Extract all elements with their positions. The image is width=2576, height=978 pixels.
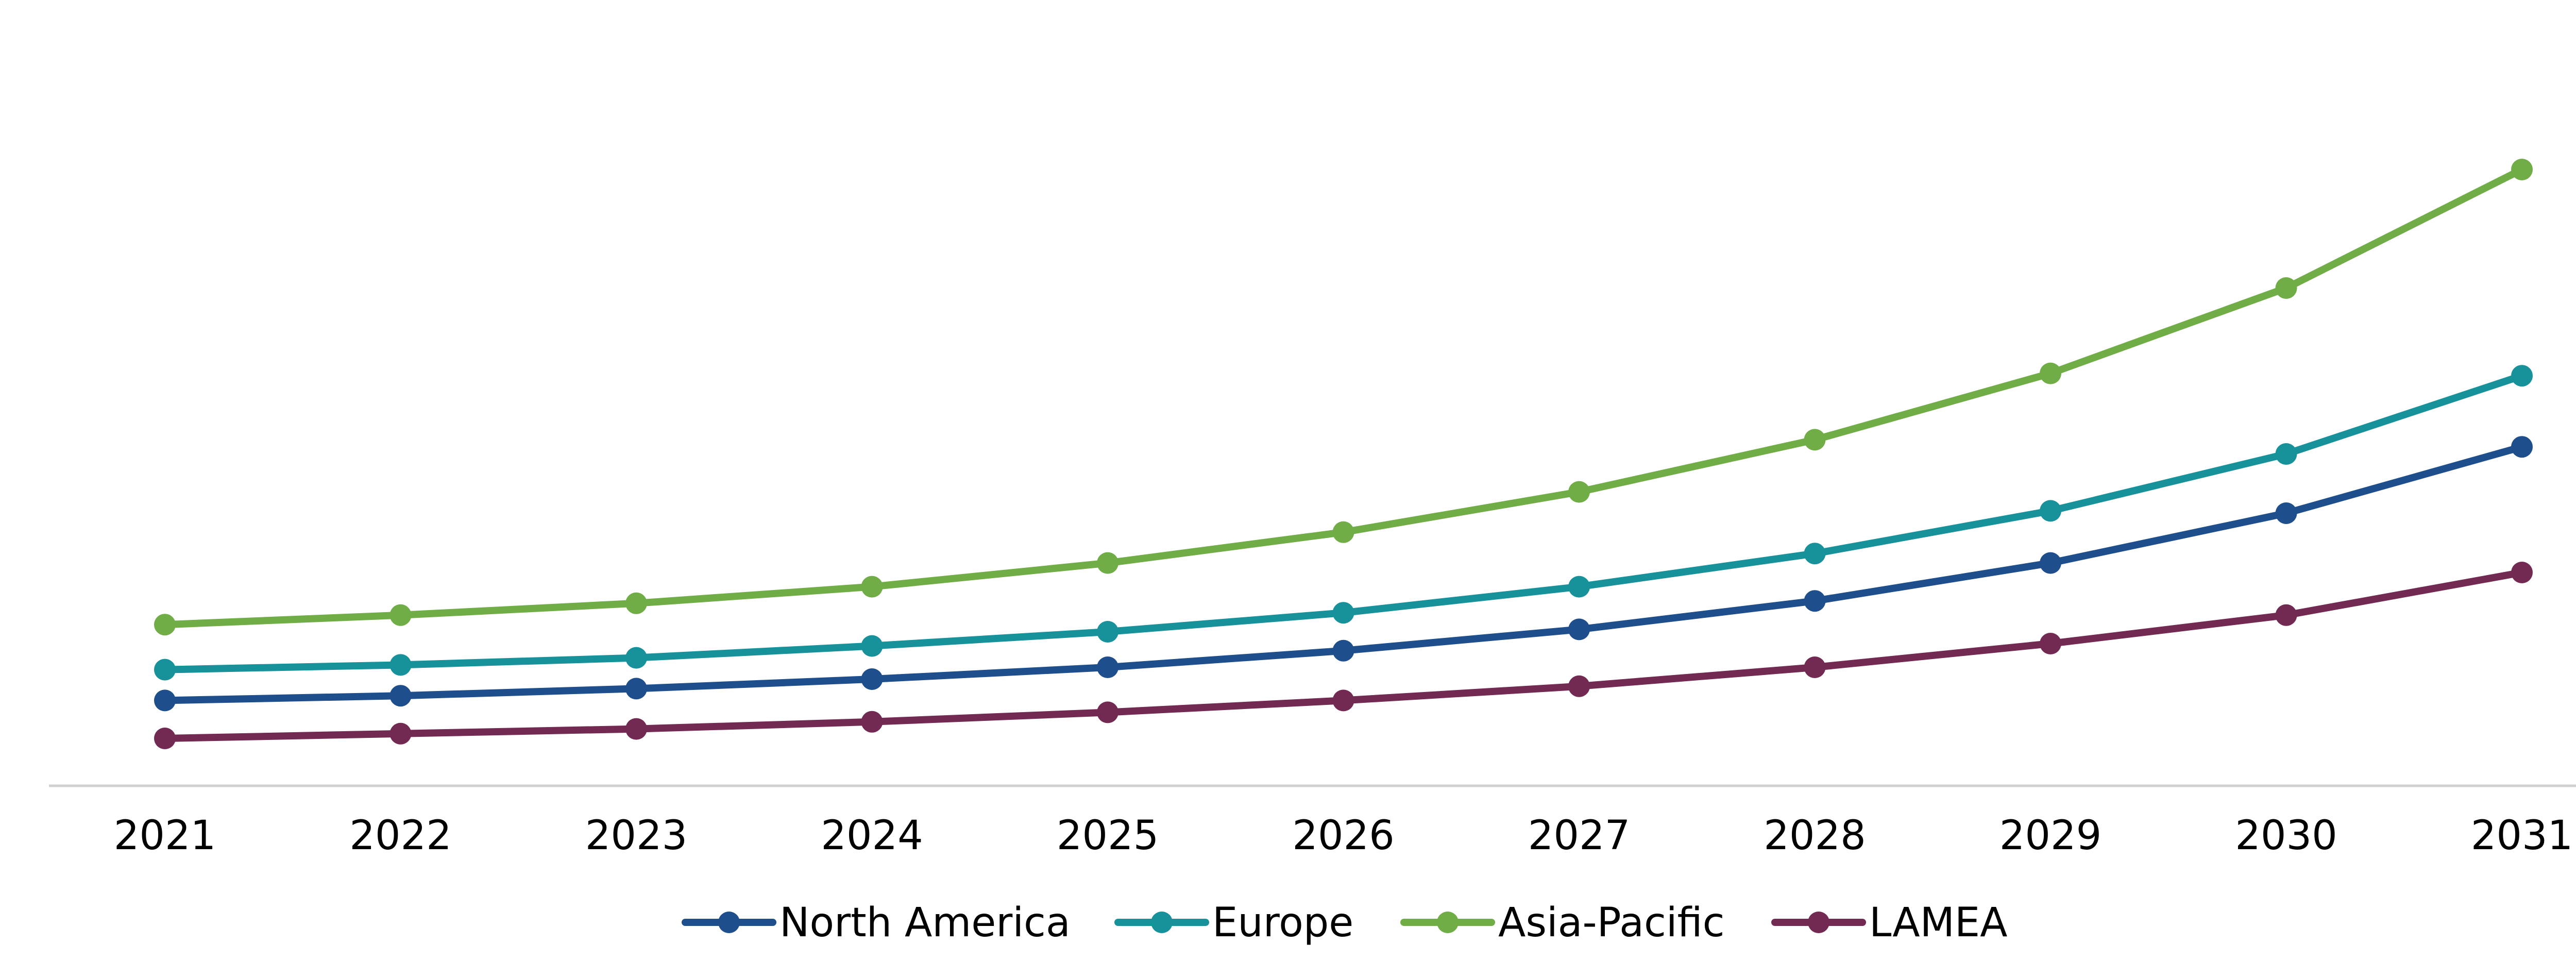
series-north-america xyxy=(154,436,2533,712)
data-point xyxy=(2511,436,2533,458)
x-tick-label: 2030 xyxy=(2235,813,2337,859)
series-layer xyxy=(154,159,2533,749)
data-point xyxy=(861,711,883,733)
data-point xyxy=(1568,481,1590,503)
legend-item-asia-pacific: Asia-Pacific xyxy=(1400,900,1725,946)
data-point xyxy=(389,604,412,626)
x-tick-label: 2026 xyxy=(1292,813,1395,859)
data-point xyxy=(1568,618,1590,640)
data-point xyxy=(2275,277,2297,299)
x-tick-label: 2031 xyxy=(2471,813,2573,859)
data-point xyxy=(625,647,647,669)
data-point xyxy=(1804,543,1826,565)
data-point xyxy=(625,718,647,740)
data-point xyxy=(1332,639,1354,662)
series-lamea xyxy=(154,562,2533,749)
data-point xyxy=(861,576,883,598)
x-tick-label: 2024 xyxy=(821,813,923,859)
data-point xyxy=(2275,604,2297,626)
data-point xyxy=(1097,701,1118,723)
legend-label: Asia-Pacific xyxy=(1498,900,1725,946)
data-point xyxy=(1804,590,1826,612)
data-point xyxy=(2275,502,2297,524)
x-tick-label: 2021 xyxy=(114,813,216,859)
data-point xyxy=(2040,633,2061,654)
data-point xyxy=(154,728,176,749)
x-tick-label: 2028 xyxy=(1764,813,1866,859)
data-point xyxy=(2040,552,2061,574)
data-point xyxy=(154,614,176,636)
legend-swatch-marker xyxy=(1808,912,1829,933)
legend-swatch-marker xyxy=(1437,912,1459,933)
data-point xyxy=(1804,656,1826,678)
x-tick-label: 2023 xyxy=(585,813,688,859)
data-point xyxy=(389,654,412,676)
data-point xyxy=(625,592,647,614)
x-tick-labels: 2021 2022 2023 2024 2025 2026 2027 2028 2029 2030… xyxy=(114,813,2573,859)
data-point xyxy=(2511,562,2533,583)
legend-label: North America xyxy=(779,900,1071,946)
legend-label: Europe xyxy=(1212,900,1353,946)
legend-item-north-america: North America xyxy=(682,900,1071,946)
legend-label: LAMEA xyxy=(1869,900,2008,946)
series-europe xyxy=(154,365,2533,681)
data-point xyxy=(2040,362,2061,384)
data-point xyxy=(625,678,647,700)
x-tick-label: 2022 xyxy=(349,813,452,859)
data-point xyxy=(389,685,412,707)
data-point xyxy=(2040,500,2061,522)
data-point xyxy=(1568,675,1590,697)
legend-item-europe: Europe xyxy=(1114,900,1353,946)
data-point xyxy=(1097,552,1118,574)
legend-swatch-marker xyxy=(1151,912,1173,933)
data-point xyxy=(2511,159,2533,180)
legend-swatch-marker xyxy=(718,912,740,933)
data-point xyxy=(1332,521,1354,543)
data-point xyxy=(1332,602,1354,624)
x-tick-label: 2029 xyxy=(1999,813,2102,859)
legend: North America Europe Asia-Pacific LAMEA xyxy=(682,900,2008,946)
data-point xyxy=(1097,621,1118,643)
series-line xyxy=(164,166,2524,629)
data-point xyxy=(1804,429,1826,451)
data-point xyxy=(861,635,883,657)
series-asia-pacific xyxy=(154,159,2533,636)
legend-item-lamea: LAMEA xyxy=(1771,900,2008,946)
data-point xyxy=(1332,689,1354,712)
data-point xyxy=(1568,576,1590,598)
data-point xyxy=(154,659,176,681)
x-tick-label: 2027 xyxy=(1528,813,1631,859)
data-point xyxy=(2511,365,2533,387)
data-point xyxy=(861,668,883,690)
data-point xyxy=(1097,656,1118,678)
data-point xyxy=(2275,443,2297,465)
data-point xyxy=(389,722,412,745)
x-tick-label: 2025 xyxy=(1057,813,1159,859)
data-point xyxy=(154,689,176,712)
